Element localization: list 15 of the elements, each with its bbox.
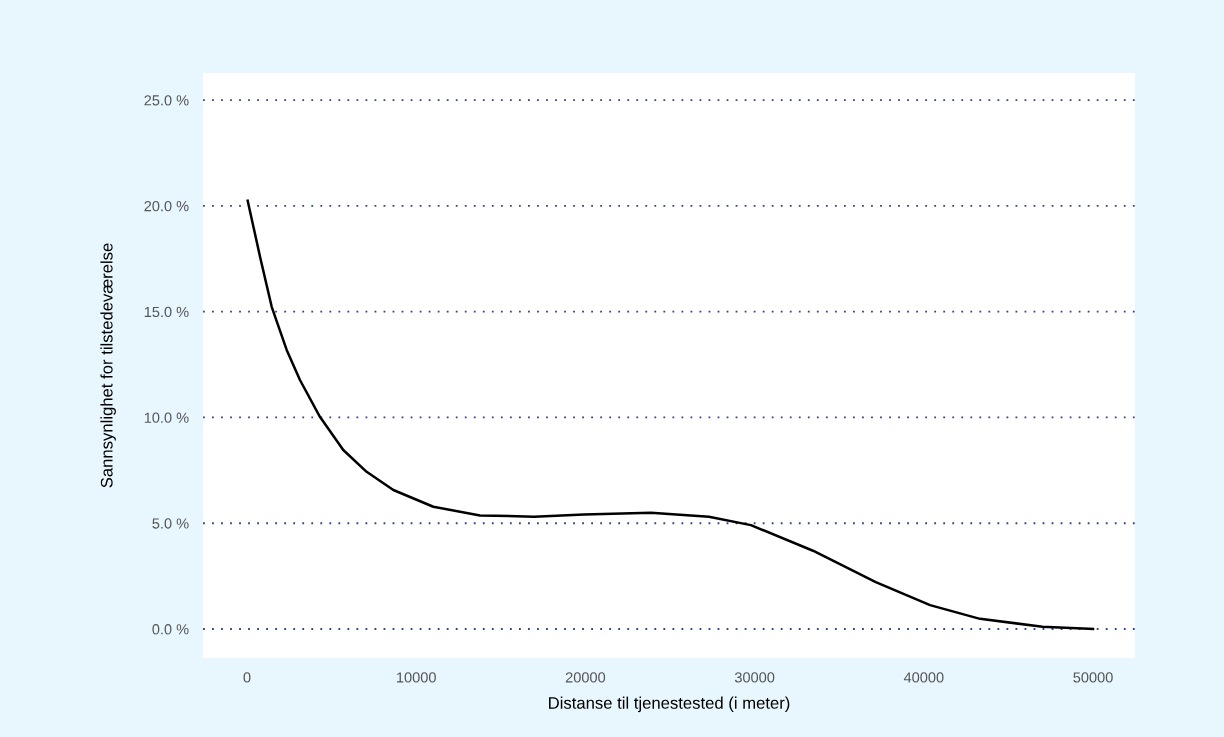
x-tick-label: 40000 — [903, 672, 944, 683]
y-tick-label: 20.0 % — [144, 200, 189, 212]
y-tick-label: 0.0 % — [152, 624, 189, 635]
x-tick-label: 0 — [243, 672, 251, 683]
y-tick-label: 10.0 % — [144, 412, 189, 423]
x-tick-label: 20000 — [565, 672, 606, 683]
x-tick-label: 10000 — [397, 672, 436, 683]
x-tick-label: 30000 — [734, 672, 775, 683]
y-axis-title: Sannsynlighet for tilstedeværelse — [100, 243, 116, 488]
y-tick-label: 5.0 % — [152, 518, 189, 529]
x-tick-label: 50000 — [1073, 672, 1113, 683]
y-tick-label: 15.0 % — [144, 306, 189, 318]
line-series — [246, 199, 1095, 631]
x-axis-title: Distanse til tjenestested (i meter) — [549, 696, 790, 713]
y-tick-label: 25.0 % — [144, 95, 189, 106]
